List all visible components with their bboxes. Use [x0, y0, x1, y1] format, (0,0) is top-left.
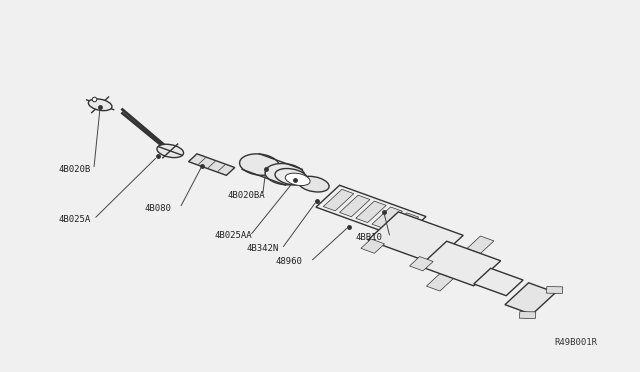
- Polygon shape: [323, 189, 354, 211]
- Polygon shape: [420, 241, 500, 286]
- Polygon shape: [388, 213, 419, 234]
- Polygon shape: [361, 239, 385, 253]
- Polygon shape: [316, 185, 426, 238]
- Ellipse shape: [157, 144, 184, 158]
- Polygon shape: [189, 154, 235, 175]
- Ellipse shape: [265, 163, 305, 185]
- Polygon shape: [426, 274, 453, 291]
- Polygon shape: [340, 195, 370, 217]
- Ellipse shape: [275, 169, 308, 185]
- Text: 4B025A: 4B025A: [59, 215, 91, 224]
- Polygon shape: [410, 257, 433, 271]
- Text: 4B025AA: 4B025AA: [215, 231, 253, 240]
- Polygon shape: [520, 312, 536, 318]
- Polygon shape: [505, 283, 556, 314]
- Polygon shape: [547, 286, 563, 294]
- Text: 4B342N: 4B342N: [246, 244, 279, 253]
- Text: 4B020B: 4B020B: [59, 165, 91, 174]
- Ellipse shape: [285, 173, 310, 186]
- Polygon shape: [474, 268, 523, 296]
- Text: 48960: 48960: [275, 257, 302, 266]
- Polygon shape: [356, 201, 386, 222]
- Polygon shape: [368, 212, 463, 263]
- Ellipse shape: [239, 154, 279, 175]
- Polygon shape: [467, 236, 494, 253]
- Text: R49B001R: R49B001R: [554, 338, 597, 347]
- Text: 4BB10: 4BB10: [355, 233, 382, 242]
- Ellipse shape: [88, 99, 112, 110]
- Text: 4B020BA: 4B020BA: [228, 191, 265, 200]
- Ellipse shape: [298, 176, 329, 192]
- Text: 4B080: 4B080: [145, 203, 172, 213]
- Polygon shape: [372, 207, 403, 228]
